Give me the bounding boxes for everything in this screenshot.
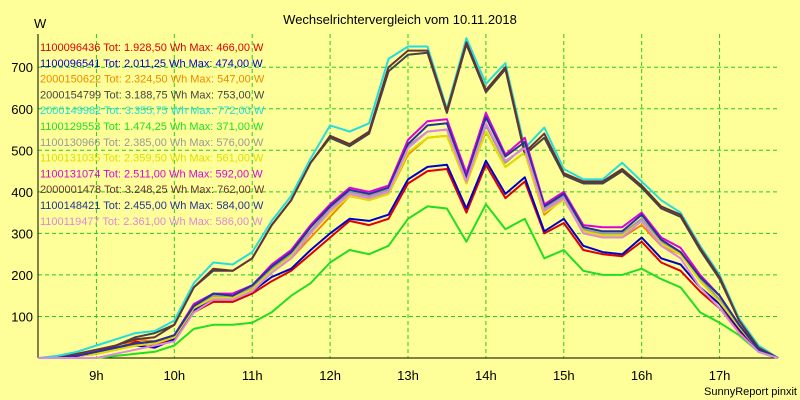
x-tick-label: 15h (553, 368, 575, 383)
x-tick-label: 17h (709, 368, 731, 383)
series-line (37, 37, 779, 359)
series-lines (37, 37, 779, 359)
legend-entry: 1100096436 Tot: 1.928,50 Wh Max: 466,00 … (40, 42, 264, 54)
x-tick-label: 10h (163, 368, 185, 383)
legend-entry: 1100096541 Tot: 2.011,25 Wh Max: 474,00 … (40, 58, 263, 70)
series-line (38, 43, 779, 359)
legend-entry: 1100131074 Tot: 2.511,00 Wh Max: 592,00 … (40, 168, 263, 180)
legend-entry: 1100131035 Tot: 2.359,50 Wh Max: 561,00 … (40, 153, 264, 165)
legend: 1100096436 Tot: 1.928,50 Wh Max: 466,00 … (40, 42, 265, 228)
legend-entry: 1100130966 Tot: 2.385,00 Wh Max: 576,00 … (40, 137, 264, 149)
legend-entry: 1100129553 Tot: 1.474,25 Wh Max: 371,00 … (40, 121, 264, 133)
series-line (38, 116, 779, 359)
x-tick-label: 9h (89, 368, 103, 383)
x-tick-label: 14h (475, 368, 497, 383)
legend-entry: 1100148421 Tot: 2.455,00 Wh Max: 584,00 … (40, 200, 264, 212)
x-tick-label: 12h (319, 368, 341, 383)
legend-entry: 2000150622 Tot: 2.324,50 Wh Max: 547,00 … (40, 74, 265, 86)
chart-title: Wechselrichtervergleich vom 10.11.2018 (283, 12, 517, 27)
series-line (38, 41, 779, 359)
legend-entry: 1100119477 Tot: 2.361,00 Wh Max: 586,00 … (40, 216, 263, 228)
axes (37, 34, 778, 359)
y-tick-label: 600 (11, 102, 33, 117)
legend-entry: 2000154799 Tot: 3.188,75 Wh Max: 753,00 … (40, 89, 265, 101)
tick-labels: 100 200 300 400 500 600 700 9h 10h 11h 12h 13h 14h 15… (11, 60, 730, 383)
legend-entry: 2000149982 Tot: 3.355,75 Wh Max: 772,00 … (40, 105, 265, 117)
legend-entry: 2000001478 Tot: 3.248,25 Wh Max: 762,00 … (40, 184, 265, 196)
y-tick-label: 400 (11, 185, 33, 200)
y-tick-label: 300 (11, 226, 33, 241)
x-tick-label: 16h (631, 368, 653, 383)
x-tick-label: 13h (397, 368, 419, 383)
series-line (38, 122, 779, 359)
series-line (38, 203, 779, 359)
chart-footer: SunnyReport pinxit (704, 386, 797, 398)
x-tick-label: 11h (242, 368, 263, 383)
y-tick-label: 500 (11, 143, 33, 158)
y-tick-label: 700 (11, 60, 33, 75)
y-tick-label: 100 (11, 309, 33, 324)
y-axis-label: W (34, 16, 47, 31)
y-tick-label: 200 (11, 268, 33, 283)
